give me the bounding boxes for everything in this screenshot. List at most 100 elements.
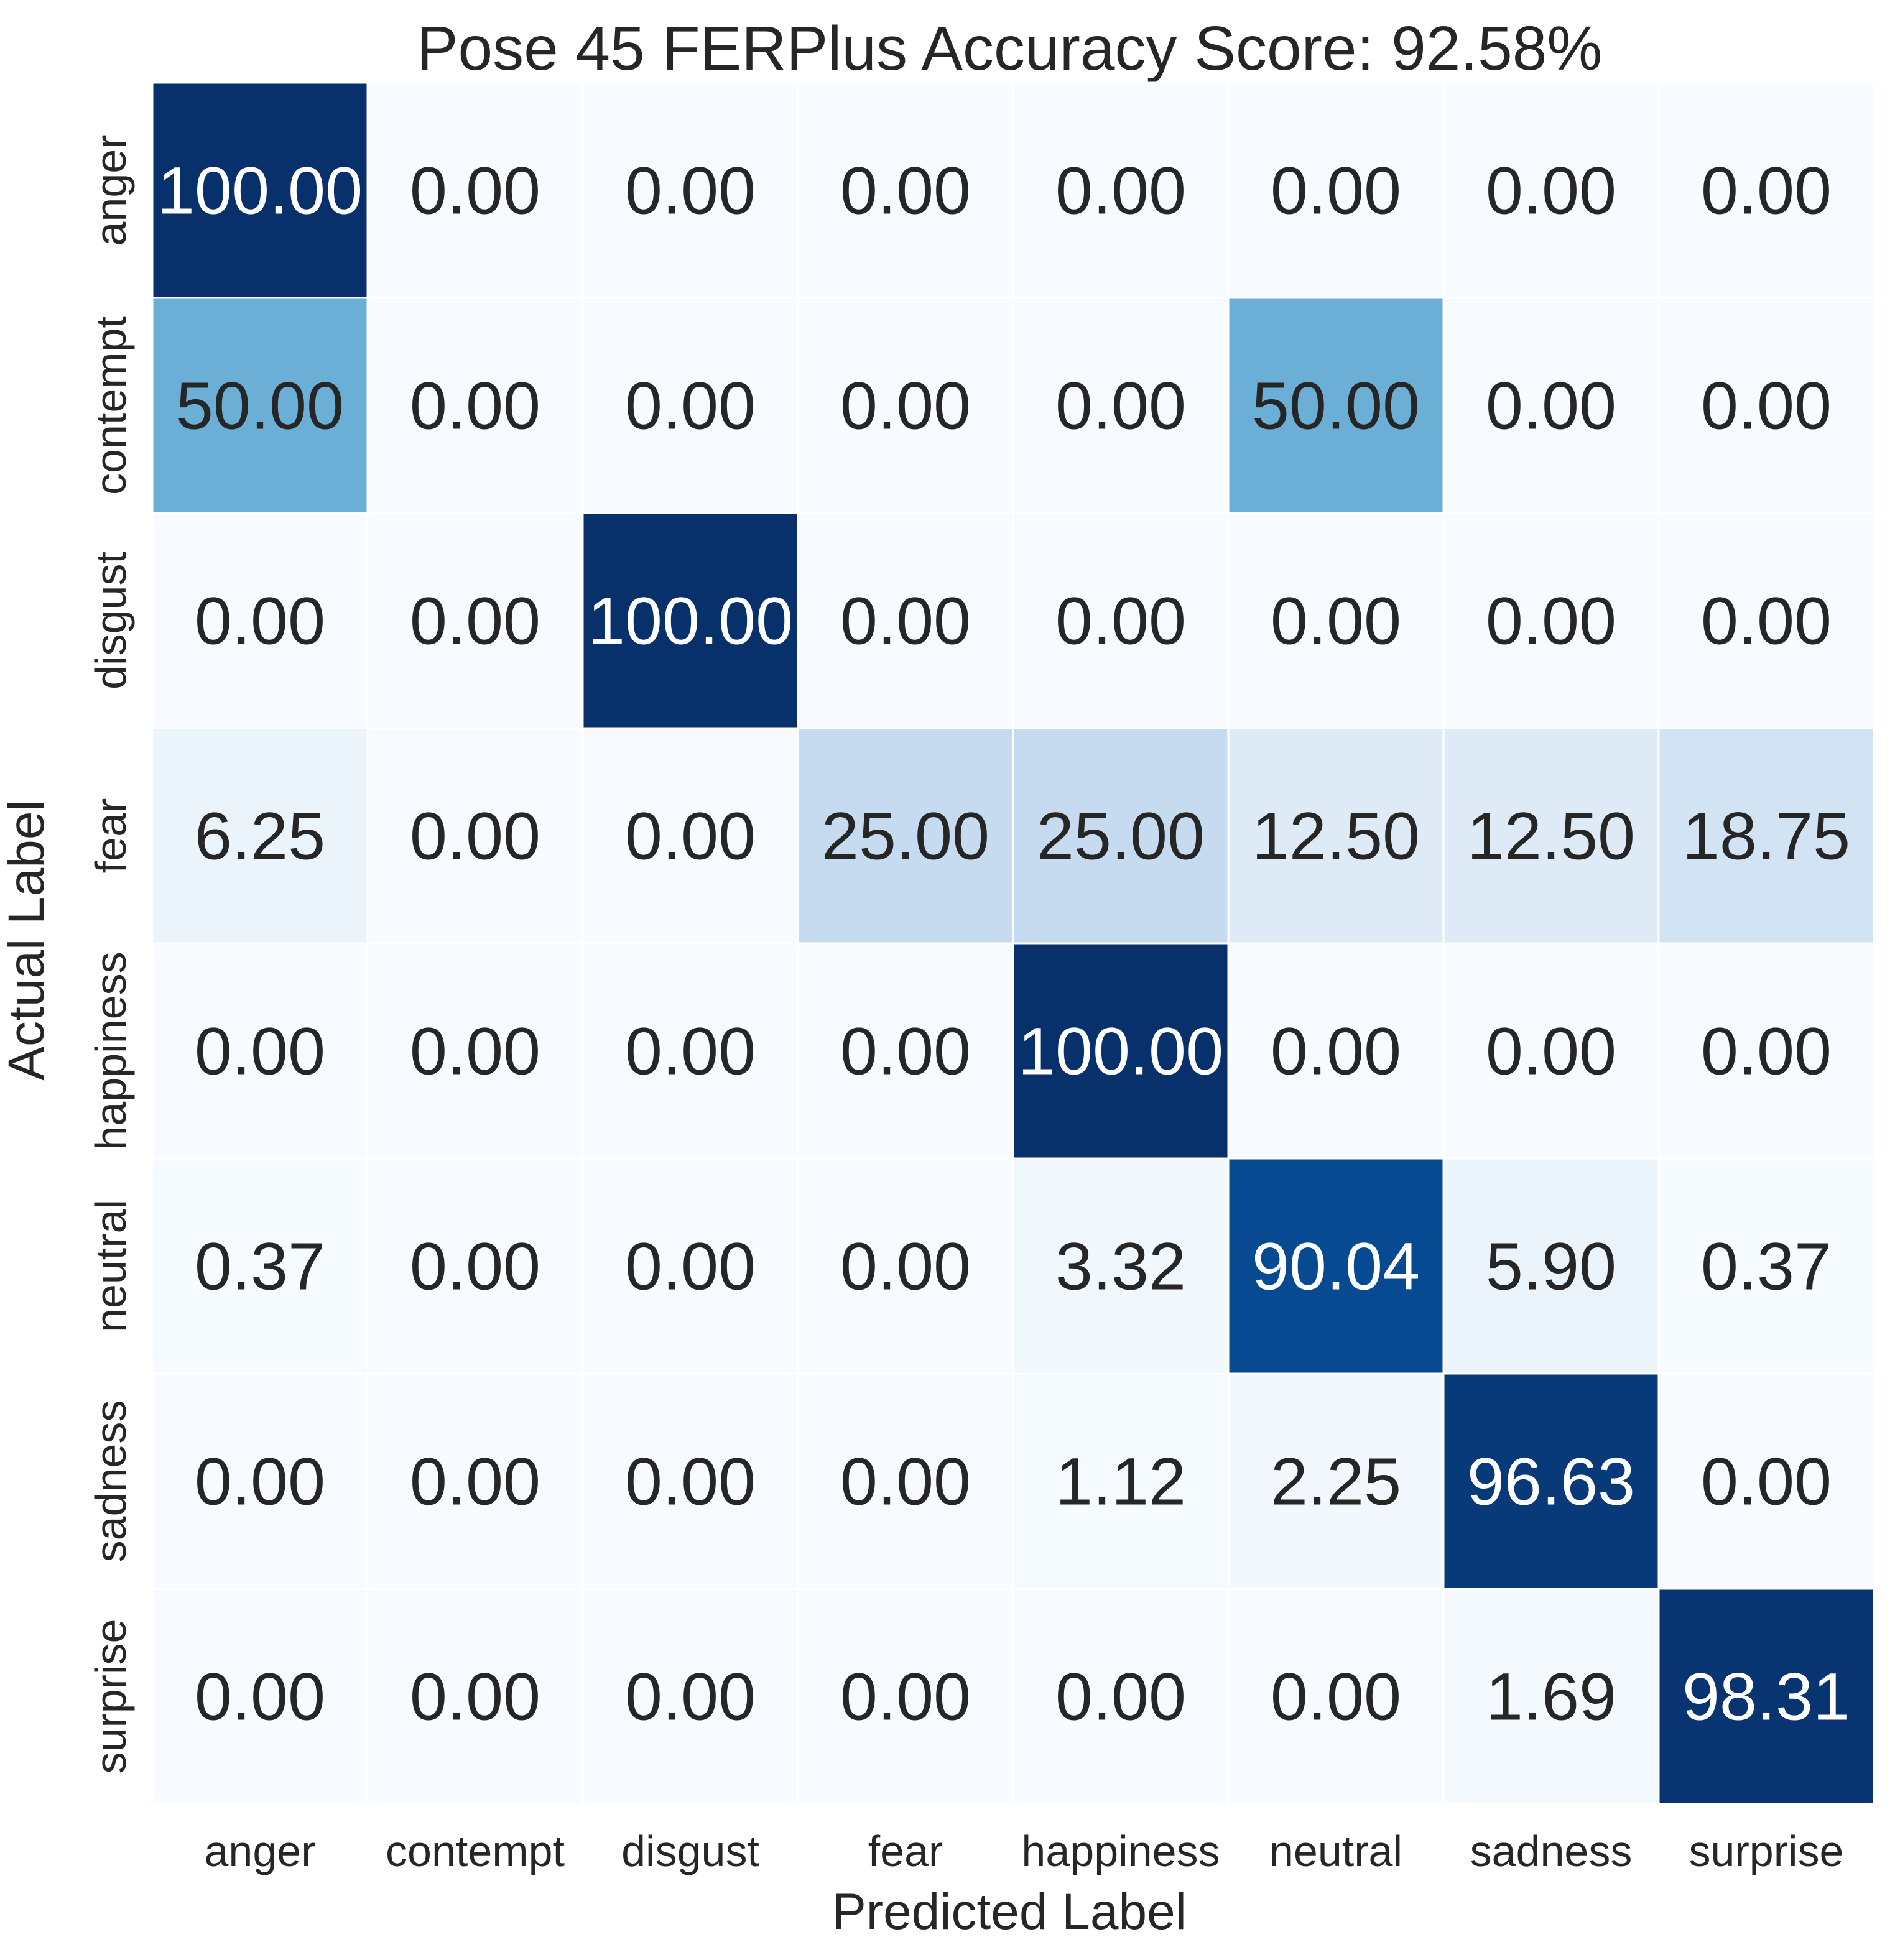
heatmap-cell-surprise-happiness <box>1012 1588 1230 1805</box>
heatmap-cell-surprise-neutral <box>1227 1588 1445 1805</box>
cell-value-label: 0.00 <box>1701 1444 1832 1519</box>
cell-value-label: 12.50 <box>1467 798 1635 874</box>
heatmap-cell-sadness-happiness <box>1012 1372 1230 1590</box>
heatmap-cell-anger-fear <box>797 81 1014 299</box>
cell-value-label: 98.31 <box>1682 1659 1850 1734</box>
cell-value-label: 0.00 <box>625 798 756 874</box>
cell-value-label: 0.00 <box>1701 583 1832 659</box>
heatmap-cell-happiness-fear <box>797 942 1014 1160</box>
cell-value-label: 0.37 <box>1701 1229 1832 1304</box>
heatmap-cell-surprise-contempt <box>366 1588 584 1805</box>
heatmap-cell-fear-happiness <box>1012 727 1230 945</box>
heatmap-cell-sadness-disgust <box>581 1372 799 1590</box>
heatmap-cell-surprise-disgust <box>581 1588 799 1805</box>
heatmap-cell-fear-anger <box>151 727 369 945</box>
cell-value-label: 0.00 <box>1486 368 1616 443</box>
cell-value-label: 0.00 <box>410 798 540 874</box>
heatmap-cell-sadness-neutral <box>1227 1372 1445 1590</box>
heatmap-cell-disgust-contempt <box>366 512 584 729</box>
cell-value-label: 0.00 <box>1055 583 1186 659</box>
heatmap-cell-anger-surprise <box>1657 81 1875 299</box>
x-tick-labels: anger contempt disgust fear happiness neutral… <box>204 1827 1843 1875</box>
cell-value-label: 0.00 <box>1701 368 1832 443</box>
cell-value-label: 0.00 <box>840 583 971 659</box>
heatmap-cell-disgust-surprise <box>1657 512 1875 729</box>
cell-value-label: 3.32 <box>1055 1229 1186 1304</box>
heatmap-cell-neutral-happiness <box>1012 1157 1230 1375</box>
x-tick-label-anger: anger <box>204 1827 315 1875</box>
cell-value-label: 50.00 <box>176 368 344 443</box>
cell-value-label: 18.75 <box>1682 798 1850 874</box>
heatmap-cell-disgust-disgust <box>581 512 799 729</box>
x-tick-label-contempt: contempt <box>386 1827 565 1875</box>
cell-value-label: 0.00 <box>195 1014 325 1089</box>
heatmap-cell-anger-happiness <box>1012 81 1230 299</box>
heatmap-cell-anger-contempt <box>366 81 584 299</box>
x-tick-label-fear: fear <box>868 1827 943 1875</box>
cell-value-label: 0.00 <box>1486 583 1616 659</box>
cell-value-label: 0.00 <box>195 583 325 659</box>
heatmap-cell-happiness-neutral <box>1227 942 1445 1160</box>
heatmap-cell-fear-sadness <box>1442 727 1660 945</box>
y-tick-label-happiness: happiness <box>86 951 135 1150</box>
heatmap-cell-anger-neutral <box>1227 81 1445 299</box>
heatmap-cell-contempt-fear <box>797 297 1014 514</box>
cell-value-label: 0.00 <box>410 368 540 443</box>
x-tick-label-disgust: disgust <box>621 1827 759 1875</box>
y-tick-label-fear: fear <box>86 798 135 874</box>
heatmap-cell-neutral-disgust <box>581 1157 799 1375</box>
cell-value-label: 0.00 <box>1055 368 1186 443</box>
heatmap-cell-contempt-sadness <box>1442 297 1660 514</box>
y-tick-label-neutral: neutral <box>86 1200 135 1333</box>
y-axis-label: Actual Label <box>0 800 55 1080</box>
cell-value-label: 0.00 <box>625 1229 756 1304</box>
cell-value-label: 1.69 <box>1486 1659 1616 1734</box>
heatmap-cell-sadness-contempt <box>366 1372 584 1590</box>
cell-value-label: 0.00 <box>195 1444 325 1519</box>
y-tick-label-sadness: sadness <box>86 1400 135 1563</box>
heatmap-cell-sadness-sadness <box>1442 1372 1660 1590</box>
cell-value-label: 5.90 <box>1486 1229 1616 1304</box>
cell-value-label: 0.00 <box>840 1014 971 1089</box>
heatmap-cell-surprise-anger <box>151 1588 369 1805</box>
cell-value-label: 50.00 <box>1252 368 1420 443</box>
heatmap-cell-neutral-contempt <box>366 1157 584 1375</box>
y-tick-label-surprise: surprise <box>86 1619 135 1774</box>
heatmap-cell-surprise-surprise <box>1657 1588 1875 1805</box>
heatmap-cell-happiness-sadness <box>1442 942 1660 1160</box>
x-axis-label: Predicted Label <box>832 1884 1187 1940</box>
heatmap-cell-happiness-happiness <box>1012 942 1230 1160</box>
heatmap-cell-neutral-neutral <box>1227 1157 1445 1375</box>
cell-value-label: 0.00 <box>625 153 756 228</box>
cell-value-label: 0.00 <box>410 1444 540 1519</box>
cell-value-label: 12.50 <box>1252 798 1420 874</box>
cell-value-label: 25.00 <box>1037 798 1205 874</box>
cell-value-label: 0.00 <box>410 153 540 228</box>
heatmap-cell-anger-disgust <box>581 81 799 299</box>
cell-value-label: 0.00 <box>410 1014 540 1089</box>
cell-value-label: 2.25 <box>1271 1444 1401 1519</box>
heatmap-cell-disgust-sadness <box>1442 512 1660 729</box>
x-tick-label-surprise: surprise <box>1689 1827 1844 1875</box>
cell-value-label: 1.12 <box>1055 1444 1186 1519</box>
cell-value-label: 6.25 <box>195 798 325 874</box>
cell-value-label: 0.00 <box>1055 1659 1186 1734</box>
cell-value-label: 96.63 <box>1467 1444 1635 1519</box>
heatmap-cell-surprise-fear <box>797 1588 1014 1805</box>
chart-title: Pose 45 FERPlus Accuracy Score: 92.58% <box>417 14 1603 83</box>
heatmap-cell-happiness-disgust <box>581 942 799 1160</box>
heatmap-cell-surprise-sadness <box>1442 1588 1660 1805</box>
heatmap-cell-contempt-surprise <box>1657 297 1875 514</box>
cell-value-label: 0.00 <box>1271 1014 1401 1089</box>
heatmap-cells: 100.00 0.00 0.00 0.00 0.00 0.00 0.00 0.00 50.00 0… <box>151 81 1875 1805</box>
cell-value-label: 0.00 <box>625 1014 756 1089</box>
cell-value-label: 100.00 <box>157 153 363 228</box>
cell-value-label: 0.00 <box>625 368 756 443</box>
cell-value-label: 0.00 <box>410 1229 540 1304</box>
cell-value-label: 0.00 <box>1701 153 1832 228</box>
cell-value-label: 0.37 <box>195 1229 325 1304</box>
cell-value-label: 0.00 <box>1486 1014 1616 1089</box>
heatmap-cell-neutral-sadness <box>1442 1157 1660 1375</box>
cell-value-label: 90.04 <box>1252 1229 1420 1304</box>
